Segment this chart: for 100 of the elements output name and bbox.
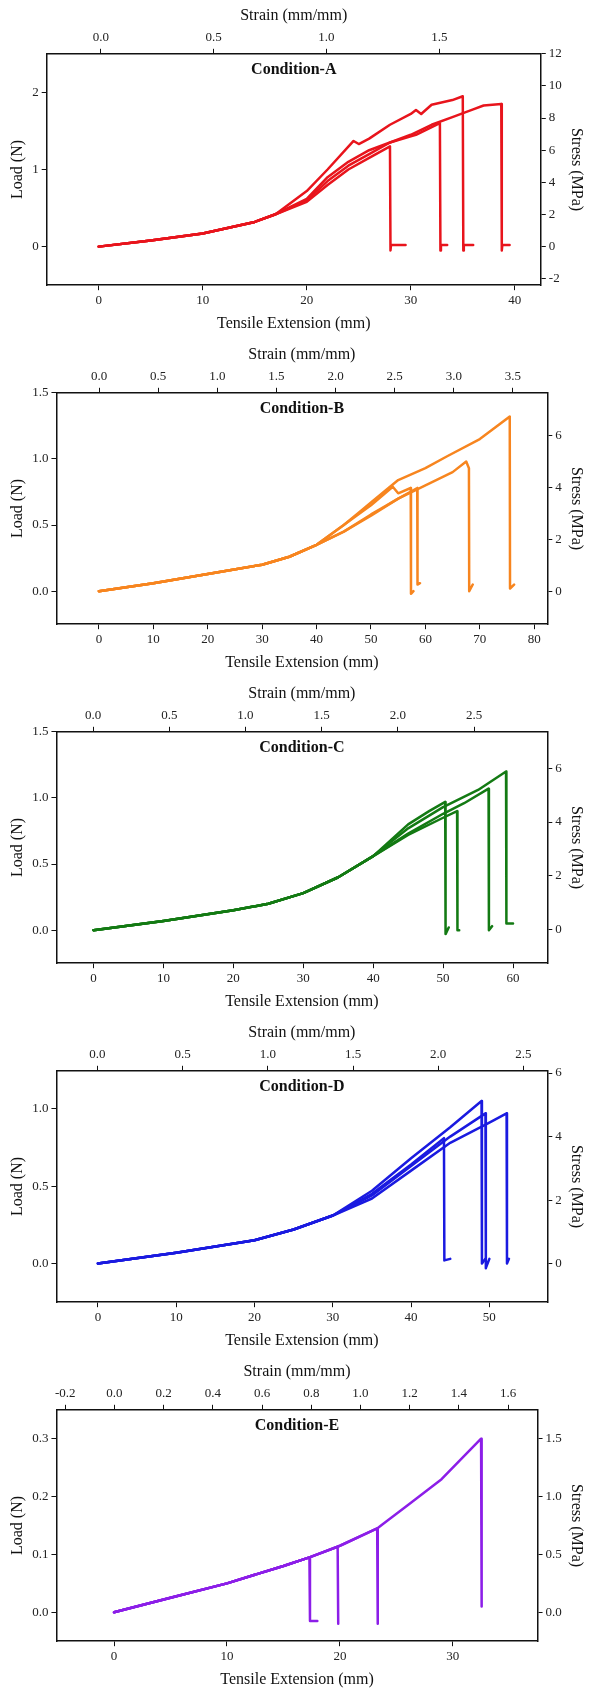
x2-tick-label: 0.5 — [205, 29, 222, 45]
chart-title: Condition-C — [259, 737, 345, 755]
x2-tick-label: 0.0 — [106, 1385, 123, 1401]
x2-tick-label: 0.6 — [253, 1385, 271, 1401]
y2-axis-title: Stress (MPa) — [568, 1144, 587, 1229]
y-tick-label: 0.0 — [32, 1603, 49, 1619]
x2-axis-title: Strain (mm/mm) — [248, 344, 356, 363]
y-tick-label: 0.0 — [32, 921, 49, 937]
y2-tick-label: 4 — [555, 479, 563, 495]
x2-tick-label: 0.4 — [204, 1385, 222, 1401]
x2-tick-label: 2.0 — [389, 707, 407, 723]
y2-axis-title: Stress (MPa) — [568, 1483, 587, 1568]
y-tick-label: 0.0 — [32, 1254, 49, 1270]
x2-axis-title: Strain (mm/mm) — [248, 683, 356, 702]
y2-tick-label: 6 — [555, 1064, 563, 1080]
x-tick-label: 0 — [110, 1648, 118, 1664]
x2-tick-label: 1.4 — [450, 1385, 468, 1401]
y-axis-title: Load (N) — [7, 139, 26, 200]
x-tick-label: 40 — [404, 1309, 418, 1325]
y2-tick-label: 0 — [555, 583, 562, 599]
x-tick-label: 80 — [527, 631, 541, 647]
x2-tick-label: 1.5 — [344, 1046, 362, 1062]
x-tick-label: 20 — [201, 631, 215, 647]
y2-axis-title: Stress (MPa) — [568, 466, 587, 551]
y-tick-label: 1.0 — [32, 1100, 49, 1116]
x-axis-title: Tensile Extension (mm) — [216, 313, 371, 332]
x-tick-label: 30 — [446, 1648, 460, 1664]
x2-tick-label: 0.5 — [161, 707, 178, 723]
y-tick-label: 1 — [32, 160, 39, 176]
x-tick-label: 10 — [196, 292, 210, 308]
x2-tick-label: 2.5 — [386, 368, 403, 384]
y-axis-title: Load (N) — [7, 1495, 26, 1556]
x2-tick-label: 0.8 — [303, 1385, 320, 1401]
y2-tick-label: 1.0 — [545, 1488, 562, 1503]
y2-axis-title: Stress (MPa) — [568, 805, 587, 890]
x-tick-label: 20 — [300, 292, 314, 308]
x2-tick-label: 1.5 — [268, 368, 285, 384]
chart-title: Condition-D — [259, 1076, 345, 1094]
x2-tick-label: 1.0 — [352, 1385, 369, 1401]
x-tick-label: 40 — [508, 292, 522, 308]
x-tick-label: 30 — [296, 970, 310, 986]
x-tick-label: 10 — [220, 1648, 234, 1664]
y2-tick-label: 12 — [548, 45, 562, 61]
x2-tick-label: 2.0 — [327, 368, 344, 384]
x-tick-label: 0 — [95, 631, 103, 647]
x2-tick-label: 2.5 — [515, 1046, 532, 1062]
x-tick-label: 0 — [90, 970, 97, 986]
x-tick-label: 60 — [418, 631, 432, 647]
chart-title: Condition-B — [259, 398, 345, 416]
y-tick-label: 0.5 — [32, 1177, 49, 1193]
y2-tick-label: 0 — [555, 921, 562, 937]
x-tick-label: 10 — [146, 631, 160, 647]
x-tick-label: 30 — [326, 1309, 340, 1325]
x-tick-label: 70 — [473, 631, 487, 647]
x2-axis-title: Strain (mm/mm) — [243, 1361, 351, 1380]
y-tick-label: 0.5 — [32, 855, 49, 871]
x2-axis-title: Strain (mm/mm) — [248, 1022, 356, 1041]
y-tick-label: 1.5 — [32, 384, 49, 400]
x-axis-title: Tensile Extension (mm) — [220, 1669, 374, 1688]
x2-tick-label: 1.0 — [209, 368, 226, 384]
x2-tick-label: 0.0 — [90, 368, 108, 384]
x-tick-label: 20 — [248, 1309, 262, 1325]
x-tick-label: 0 — [94, 1309, 102, 1325]
x-axis-title: Tensile Extension (mm) — [225, 991, 379, 1010]
x-tick-label: 0 — [95, 292, 102, 308]
y-tick-label: 0.1 — [32, 1545, 49, 1561]
x-axis-title: Tensile Extension (mm) — [225, 652, 379, 671]
y-tick-label: 1.0 — [32, 450, 49, 466]
y2-tick-label: 2 — [555, 867, 562, 883]
chart-title: Condition-E — [254, 1415, 340, 1433]
x2-tick-label: 0.0 — [89, 1046, 106, 1062]
y2-tick-label: 10 — [548, 77, 562, 93]
x2-tick-label: 0.2 — [155, 1385, 172, 1401]
x-tick-label: 50 — [482, 1309, 496, 1325]
x-tick-label: 60 — [506, 970, 520, 986]
x-tick-label: 50 — [364, 631, 378, 647]
x2-tick-label: 1.5 — [313, 707, 330, 723]
y2-tick-label: 0 — [548, 238, 556, 254]
x-tick-label: 50 — [436, 970, 450, 986]
y2-tick-label: 0 — [555, 1255, 562, 1271]
x2-tick-label: 1.6 — [499, 1385, 517, 1401]
y-tick-label: 0.5 — [32, 516, 49, 532]
y2-axis-title: Stress (MPa) — [568, 127, 587, 212]
y-tick-label: 1.0 — [32, 789, 49, 805]
x-tick-label: 20 — [226, 970, 240, 986]
y2-tick-label: 6 — [555, 427, 563, 443]
y-tick-label: 0 — [32, 238, 39, 254]
x2-tick-label: 0.0 — [84, 707, 102, 723]
x-tick-label: 40 — [310, 631, 324, 647]
x2-tick-label: 1.0 — [259, 1046, 276, 1062]
y-axis-title: Load (N) — [7, 1156, 26, 1217]
y2-tick-label: 8 — [548, 109, 556, 125]
x-axis-title: Tensile Extension (mm) — [225, 1330, 379, 1349]
x2-axis-title: Strain (mm/mm) — [240, 5, 348, 24]
x-tick-label: 10 — [156, 970, 170, 986]
x-tick-label: 30 — [255, 631, 269, 647]
y-tick-label: 0.2 — [32, 1488, 49, 1503]
y2-tick-label: 0.5 — [545, 1545, 562, 1561]
x2-tick-label: 0.5 — [174, 1046, 191, 1062]
y-tick-label: 2 — [32, 83, 39, 99]
